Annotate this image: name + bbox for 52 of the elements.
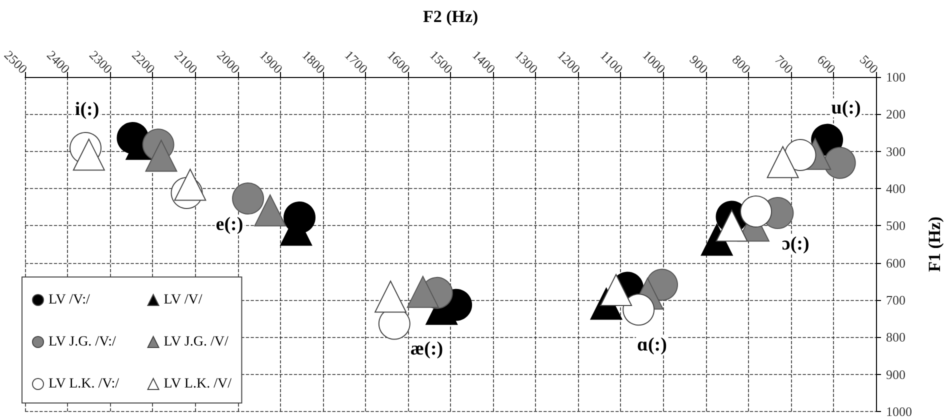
x-tick-label: 1700 bbox=[342, 47, 371, 76]
point bbox=[700, 224, 733, 256]
point bbox=[254, 194, 286, 226]
y-tick-label: 300 bbox=[886, 144, 906, 159]
y-tick-label: 400 bbox=[886, 181, 906, 196]
legend-label: LV L.K. /V/ bbox=[164, 376, 232, 392]
point bbox=[72, 138, 105, 171]
x-tick-label: 1300 bbox=[512, 47, 541, 76]
x-axis-title: F2 (Hz) bbox=[422, 7, 478, 26]
y-tick-label: 200 bbox=[886, 106, 906, 122]
y-tick-label: 500 bbox=[886, 218, 906, 234]
point bbox=[740, 196, 772, 228]
x-tick-label: 1600 bbox=[384, 47, 414, 76]
point bbox=[622, 294, 655, 326]
annotation: ɔ(:) bbox=[782, 234, 810, 255]
x-tick-label: 1400 bbox=[469, 47, 498, 76]
x-tick-label: 1900 bbox=[256, 47, 286, 76]
point bbox=[600, 274, 632, 306]
x-tick-label: 600 bbox=[814, 52, 839, 76]
y-tick-label: 800 bbox=[886, 330, 906, 345]
point bbox=[145, 140, 178, 172]
y-tick-label: 700 bbox=[886, 292, 906, 308]
legend-label: LV J.G. /V/ bbox=[164, 334, 228, 350]
annotation: e(:) bbox=[216, 214, 244, 236]
y-tick-label: 1000 bbox=[886, 404, 912, 418]
x-tick-label: 1500 bbox=[426, 47, 456, 76]
annotation: æ(:) bbox=[410, 338, 444, 360]
legend-label: LV /V/ bbox=[164, 292, 202, 308]
legend-label: LV /V:/ bbox=[48, 292, 90, 308]
x-tick-label: 800 bbox=[729, 52, 754, 76]
point bbox=[784, 139, 816, 172]
x-tick-label: 1100 bbox=[597, 48, 626, 76]
point bbox=[232, 182, 264, 215]
y-tick-label: 900 bbox=[886, 366, 906, 382]
x-tick-label: 1000 bbox=[640, 47, 669, 76]
point bbox=[716, 210, 748, 242]
legend-label: LV J.G. /V:/ bbox=[48, 334, 116, 350]
legend-label: LV L.K. /V:/ bbox=[48, 376, 120, 392]
y-tick-label: 600 bbox=[886, 255, 906, 270]
x-tick-label: 500 bbox=[856, 52, 882, 76]
annotation: u(:) bbox=[831, 97, 861, 118]
x-tick-label: 700 bbox=[772, 52, 796, 76]
x-tick-label: 1200 bbox=[554, 47, 584, 76]
annotation: i(:) bbox=[74, 98, 100, 120]
x-tick-label: 900 bbox=[686, 52, 712, 76]
point bbox=[406, 276, 439, 308]
y-tick-label: 100 bbox=[886, 70, 906, 84]
annotation: ɑ(:) bbox=[637, 334, 667, 356]
y-axis-title: F1 (Hz) bbox=[925, 216, 944, 272]
point bbox=[824, 146, 856, 179]
point bbox=[174, 168, 206, 201]
x-tick-label: 1800 bbox=[299, 47, 328, 76]
